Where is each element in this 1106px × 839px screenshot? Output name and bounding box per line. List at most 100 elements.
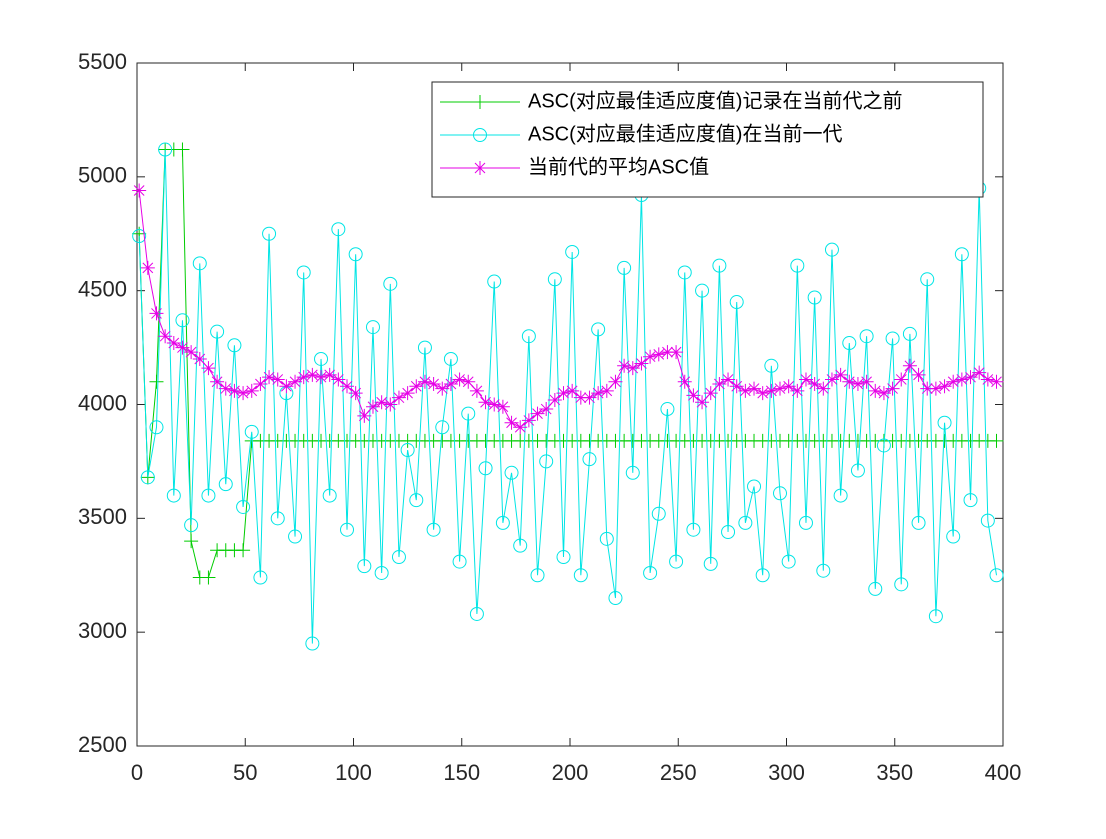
marker xyxy=(132,183,147,198)
marker xyxy=(175,142,190,157)
marker xyxy=(331,222,346,237)
marker xyxy=(972,365,987,380)
marker xyxy=(461,406,476,421)
marker xyxy=(201,361,216,376)
marker xyxy=(911,367,926,382)
marker xyxy=(868,581,883,596)
marker xyxy=(859,329,874,344)
marker xyxy=(946,529,961,544)
marker xyxy=(911,515,926,530)
marker xyxy=(980,372,995,387)
marker xyxy=(876,438,891,453)
marker xyxy=(530,568,545,583)
marker xyxy=(288,374,303,389)
marker xyxy=(210,324,225,339)
marker xyxy=(530,406,545,421)
marker xyxy=(452,554,467,569)
marker xyxy=(695,283,710,298)
marker xyxy=(617,260,632,275)
marker xyxy=(625,361,640,376)
marker xyxy=(236,499,251,514)
marker xyxy=(712,377,727,392)
y-tick-label: 5500 xyxy=(78,49,127,74)
marker xyxy=(781,554,796,569)
marker xyxy=(374,395,389,410)
marker xyxy=(469,383,484,398)
marker xyxy=(473,161,487,175)
marker xyxy=(435,420,450,435)
marker xyxy=(383,276,398,291)
marker xyxy=(833,488,848,503)
marker xyxy=(894,577,909,592)
x-tick-label: 100 xyxy=(335,760,372,785)
marker xyxy=(340,379,355,394)
marker xyxy=(253,570,268,585)
marker xyxy=(244,424,259,439)
y-tick-label: 5000 xyxy=(78,163,127,188)
marker xyxy=(175,340,190,355)
marker xyxy=(409,493,424,508)
marker xyxy=(617,358,632,373)
marker xyxy=(262,370,277,385)
marker xyxy=(643,349,658,364)
marker xyxy=(443,377,458,392)
y-tick-label: 4000 xyxy=(78,390,127,415)
x-tick-label: 50 xyxy=(233,760,257,785)
marker xyxy=(798,372,813,387)
marker xyxy=(374,565,389,580)
marker xyxy=(677,374,692,389)
marker xyxy=(547,392,562,407)
marker xyxy=(348,386,363,401)
marker xyxy=(894,372,909,387)
legend-box xyxy=(431,81,984,198)
marker xyxy=(885,331,900,346)
marker xyxy=(963,370,978,385)
marker xyxy=(521,413,536,428)
marker xyxy=(357,559,372,574)
marker xyxy=(279,379,294,394)
marker xyxy=(816,381,831,396)
marker xyxy=(166,336,181,351)
marker xyxy=(314,370,329,385)
y-tick-label: 3000 xyxy=(78,618,127,643)
marker xyxy=(513,538,528,553)
marker xyxy=(773,381,788,396)
marker xyxy=(426,377,441,392)
marker xyxy=(296,265,311,280)
legend-label: 当前代的平均ASC值 xyxy=(528,155,709,178)
marker xyxy=(513,420,528,435)
marker xyxy=(669,345,684,360)
marker xyxy=(149,420,164,435)
marker xyxy=(963,493,978,508)
marker xyxy=(582,390,597,405)
marker xyxy=(244,383,259,398)
legend-label: ASC(对应最佳适应度值)记录在当前代之前 xyxy=(528,89,902,112)
marker xyxy=(236,543,251,558)
marker xyxy=(798,515,813,530)
marker xyxy=(495,399,510,414)
marker xyxy=(747,479,762,494)
marker xyxy=(920,272,935,287)
marker xyxy=(954,372,969,387)
marker xyxy=(201,488,216,503)
marker xyxy=(166,488,181,503)
marker xyxy=(608,374,623,389)
marker xyxy=(547,272,562,287)
marker xyxy=(928,609,943,624)
marker xyxy=(365,320,380,335)
marker xyxy=(539,454,554,469)
x-tick-label: 350 xyxy=(876,760,913,785)
marker xyxy=(218,477,233,492)
marker xyxy=(140,470,155,485)
marker xyxy=(400,386,415,401)
marker xyxy=(764,358,779,373)
marker xyxy=(435,381,450,396)
marker xyxy=(132,229,147,244)
x-tick-label: 150 xyxy=(443,760,480,785)
marker xyxy=(721,372,736,387)
marker xyxy=(582,452,597,467)
marker xyxy=(738,515,753,530)
marker xyxy=(565,244,580,259)
marker xyxy=(573,568,588,583)
